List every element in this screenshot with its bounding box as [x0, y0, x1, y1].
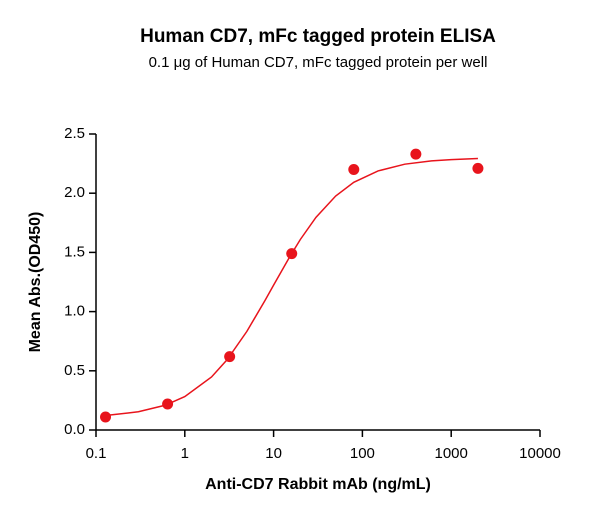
y-tick-label: 1.5	[64, 243, 85, 260]
x-tick-label: 100	[350, 445, 375, 462]
x-tick-label: 10000	[519, 445, 561, 462]
x-tick-label: 0.1	[86, 445, 107, 462]
data-point	[100, 411, 112, 423]
data-point	[410, 148, 422, 160]
data-point	[472, 162, 484, 174]
chart-title: Human CD7, mFc tagged protein ELISA	[140, 26, 496, 47]
chart-subtitle: 0.1 μg of Human CD7, mFc tagged protein …	[149, 54, 488, 71]
data-point	[162, 398, 174, 410]
y-tick-label: 2.0	[64, 184, 85, 201]
y-tick-label: 0.5	[64, 362, 85, 379]
data-point	[348, 164, 360, 176]
y-tick-label: 1.0	[64, 303, 85, 320]
data-point	[224, 351, 236, 363]
x-tick-label: 1000	[435, 445, 468, 462]
y-tick-label: 2.5	[64, 125, 85, 142]
x-axis-label: Anti-CD7 Rabbit mAb (ng/mL)	[205, 476, 431, 493]
fit-curve	[105, 157, 478, 417]
x-tick-label: 10	[265, 445, 282, 462]
data-point	[286, 248, 298, 260]
y-axis-label: Mean Abs.(OD450)	[27, 212, 44, 353]
x-tick-label: 1	[181, 445, 189, 462]
y-tick-label: 0.0	[64, 421, 85, 438]
